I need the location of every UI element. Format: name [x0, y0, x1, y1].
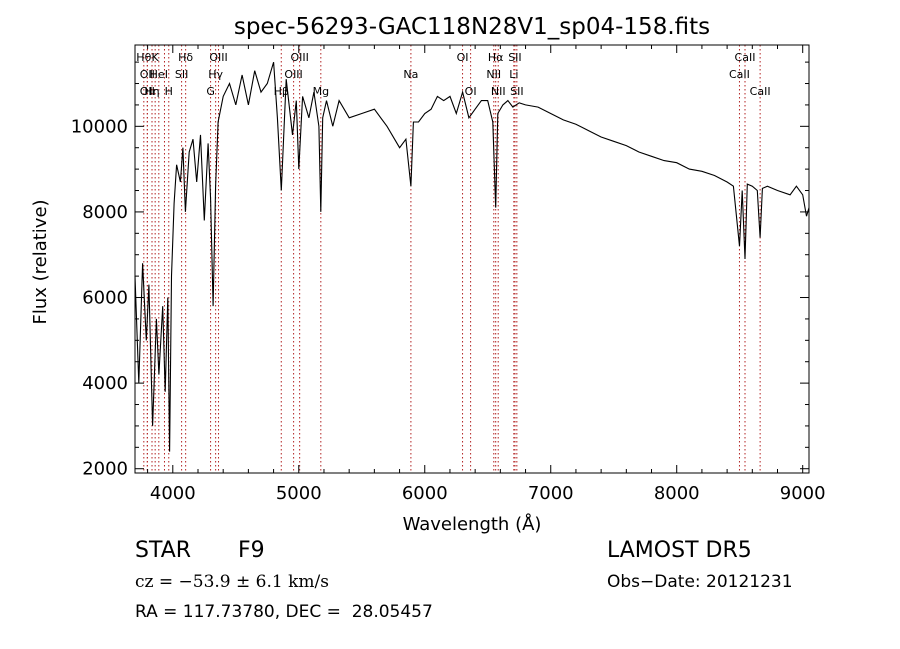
spectral-line-label: Na — [403, 68, 418, 81]
spectral-line-label: K — [152, 51, 160, 64]
spectral-line-labels: HθOIIOIIHηKHeIHSIIHδGHγOIIIHβOIIIOIIIMgN… — [136, 51, 770, 98]
y-tick-label: 6000 — [82, 288, 128, 309]
spectral-lines-layer — [143, 45, 761, 473]
spectral-line-label: Hα — [488, 51, 504, 64]
coordinates: RA = 117.73780, DEC = 28.05457 — [135, 602, 433, 622]
y-axis-label: Flux (relative) — [30, 199, 51, 324]
spectral-line-label: CaII — [750, 85, 771, 98]
spectral-line-label: Mg — [313, 85, 329, 98]
spectral-line-label: OII — [140, 85, 155, 98]
spectral-line-label: OI — [465, 85, 477, 98]
object-class: STAR — [135, 538, 192, 563]
spectral-line-label: OIII — [290, 51, 308, 64]
spectrum-series-line — [134, 61, 810, 452]
spectral-line-label: Hη — [144, 85, 159, 98]
y-axis: 2000 4000 6000 8000 10000 — [71, 61, 809, 480]
spectral-line-label: Hγ — [208, 68, 223, 81]
y-tick-label: 2000 — [82, 459, 128, 480]
y-tick-label: 4000 — [82, 373, 128, 394]
observation-date: Obs−Date: 20121231 — [607, 572, 793, 592]
spectral-line-label: OIII — [209, 51, 227, 64]
y-tick-label: 10000 — [71, 116, 128, 137]
spectral-line-label: CaII — [729, 68, 750, 81]
object-subclass: F9 — [238, 538, 265, 563]
x-tick-label: 7000 — [528, 483, 574, 504]
spectral-line-label: NII — [491, 85, 506, 98]
spectral-line-label: HeI — [150, 68, 168, 81]
x-axis: 4000 5000 6000 7000 8000 9000 — [147, 45, 826, 504]
x-tick-label: 4000 — [150, 483, 196, 504]
spectral-line-label: SII — [175, 68, 188, 81]
spectral-line-label: OIII — [284, 68, 302, 81]
x-axis-label: Wavelength (Å) — [403, 513, 542, 535]
x-tick-label: 6000 — [402, 483, 448, 504]
redshift-velocity: cz = −53.9 ± 6.1 km/s — [135, 572, 329, 592]
spectral-line-label: CaII — [735, 51, 756, 64]
spectral-line-label: Li — [509, 68, 518, 81]
x-tick-label: 9000 — [780, 483, 826, 504]
spectral-line-label: SII — [508, 51, 521, 64]
spectral-line-label: NII — [486, 68, 501, 81]
spectral-line-label: OII — [140, 68, 155, 81]
spectral-line-label: Hδ — [178, 51, 193, 64]
chart-title: spec-56293-GAC118N28V1_sp04-158.fits — [234, 14, 710, 40]
survey-name: LAMOST DR5 — [607, 538, 752, 563]
spectral-line-label: Hθ — [136, 51, 151, 64]
spectral-line-label: OI — [457, 51, 469, 64]
x-tick-label: 5000 — [276, 483, 322, 504]
spectral-line-label: G — [206, 85, 215, 98]
y-tick-label: 8000 — [82, 202, 128, 223]
spectral-line-label: SII — [510, 85, 523, 98]
plot-frame — [134, 44, 810, 474]
spectral-line-label: H — [165, 85, 173, 98]
x-tick-label: 8000 — [654, 483, 700, 504]
